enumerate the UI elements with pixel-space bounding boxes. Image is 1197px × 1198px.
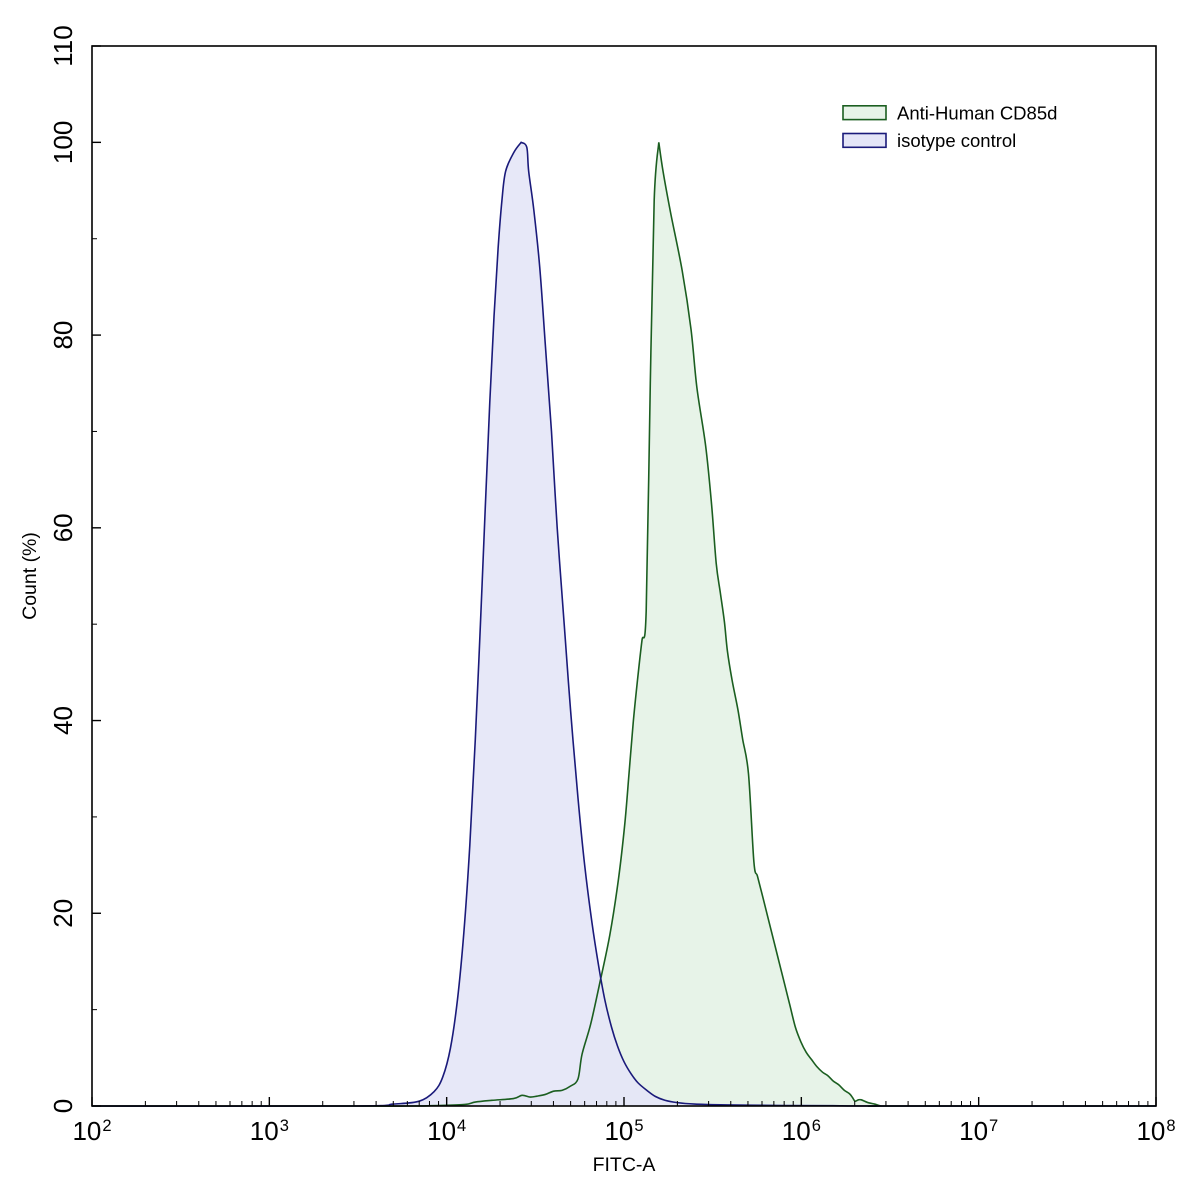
svg-text:isotype control: isotype control <box>897 130 1016 151</box>
svg-text:100: 100 <box>48 121 78 164</box>
svg-text:0: 0 <box>48 1099 78 1113</box>
svg-text:110: 110 <box>48 25 78 66</box>
svg-text:Count (%): Count (%) <box>19 532 41 620</box>
svg-text:40: 40 <box>48 706 78 735</box>
svg-text:Anti-Human CD85d: Anti-Human CD85d <box>897 103 1057 124</box>
svg-text:60: 60 <box>48 513 78 542</box>
svg-text:80: 80 <box>48 321 78 350</box>
svg-text:20: 20 <box>48 899 78 928</box>
svg-text:FITC-A: FITC-A <box>593 1154 656 1176</box>
